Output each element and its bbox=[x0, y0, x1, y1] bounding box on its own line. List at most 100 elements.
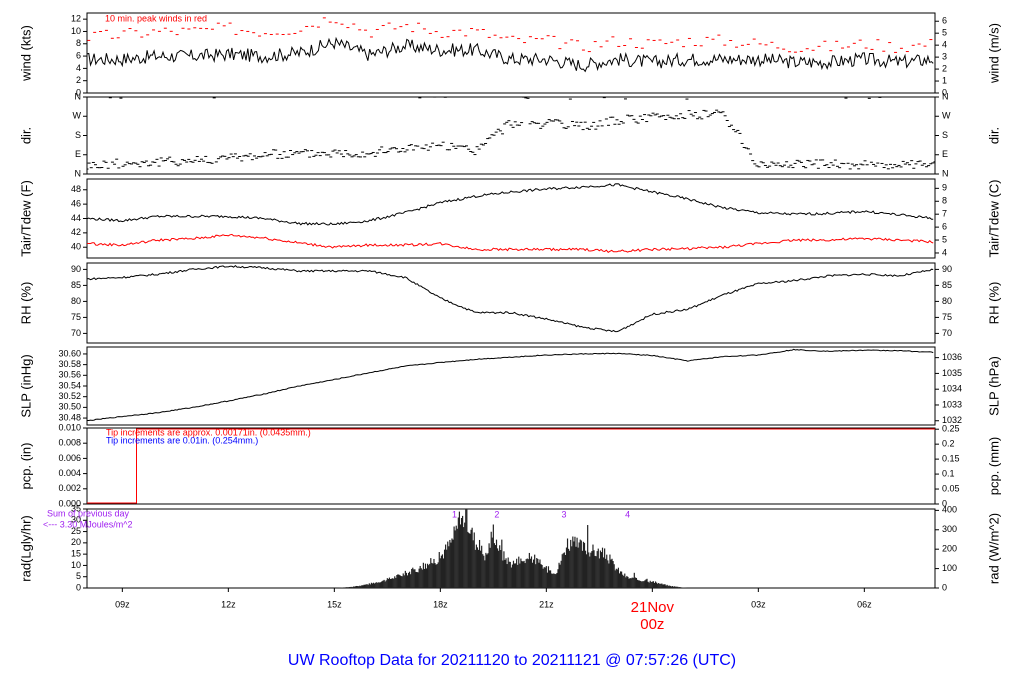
pcp-frame bbox=[86, 427, 936, 505]
temp-right-tick-label: 8 bbox=[942, 196, 947, 206]
temp-left-tick-label: 48 bbox=[71, 184, 81, 194]
temp-right-axis-title: Tair/Tdew (C) bbox=[986, 179, 1001, 257]
wind-left-tick-label: 4 bbox=[76, 63, 81, 73]
temp-right-tick-label: 7 bbox=[942, 209, 947, 219]
rad-right-tick-label: 300 bbox=[942, 524, 957, 534]
slp-left-tick-label: 30.56 bbox=[58, 370, 81, 380]
wind-right-tick-label: 6 bbox=[942, 16, 947, 26]
x-tick-label: 03z bbox=[751, 599, 766, 609]
dir-right-axis-title: dir. bbox=[986, 127, 1001, 144]
dir-left-tick-label: E bbox=[75, 149, 81, 159]
pcp-left-axis-title: pcp. (in) bbox=[18, 443, 33, 490]
tdew-series-line bbox=[87, 233, 934, 253]
rh-frame bbox=[86, 262, 936, 344]
slp-left-tick-label: 30.54 bbox=[58, 380, 81, 390]
slp-plot-area bbox=[87, 348, 934, 421]
rh-left-tick-label: 75 bbox=[71, 312, 81, 322]
temp-right-tick-label: 5 bbox=[942, 234, 947, 244]
rh-left-tick-label: 85 bbox=[71, 280, 81, 290]
wind-right-tick-label: 5 bbox=[942, 28, 947, 38]
wind-left-axis-title: wind (kts) bbox=[18, 25, 33, 82]
x-date-label: 21Nov bbox=[631, 599, 675, 616]
rad-left-tick-label: 15 bbox=[71, 549, 81, 559]
pcp-plot-area bbox=[87, 428, 935, 504]
rh-right-tick-label: 75 bbox=[942, 312, 952, 322]
dir-right-tick-label: E bbox=[942, 149, 948, 159]
rh-right-axis-title: RH (%) bbox=[986, 282, 1001, 325]
rad-right-tick-label: 200 bbox=[942, 544, 957, 554]
rh-right-tick-label: 85 bbox=[942, 280, 952, 290]
wind-annotation: 10 min. peak winds in red bbox=[105, 13, 207, 23]
wind-right-tick-label: 0 bbox=[942, 87, 947, 97]
pcp-left-tick-label: 0.006 bbox=[58, 453, 81, 463]
rad-sum-value: <--- 3.30 MJoules/m^2 bbox=[43, 519, 133, 529]
wind-right-tick-label: 1 bbox=[942, 75, 947, 85]
tair-series-line bbox=[87, 183, 934, 226]
temp-left-tick-label: 42 bbox=[71, 227, 81, 237]
wind-right-tick-label: 4 bbox=[942, 40, 947, 50]
rh-right-tick-label: 90 bbox=[942, 264, 952, 274]
rad-right-tick-label: 0 bbox=[942, 582, 947, 592]
dir-right-tick-label: N bbox=[942, 168, 949, 178]
temp-left-tick-label: 40 bbox=[71, 242, 81, 252]
pcp-right-tick-label: 0.15 bbox=[942, 453, 960, 463]
pcp-left-tick-label: 0.002 bbox=[58, 483, 81, 493]
x-tick-label: 15z bbox=[327, 599, 342, 609]
rad-marker-2: 2 bbox=[494, 509, 499, 519]
x-tick-label: 12z bbox=[221, 599, 236, 609]
panel-pcp: 0.000 0.002 0.004 0.006 0.008 0.010 0 0.05 0.1 0.… bbox=[18, 422, 1001, 508]
wind-left-tick-label: 10 bbox=[71, 26, 81, 36]
x-date-sublabel: 00z bbox=[640, 616, 664, 633]
temp-right-tick-label: 6 bbox=[942, 221, 947, 231]
panel-temp: 40 42 44 46 48 4 5 6 7 8 9 Tair/Tdew (F) Tair/Tdew (… bbox=[18, 178, 1001, 259]
dir-right-tick-label: W bbox=[942, 111, 951, 121]
slp-left-tick-label: 30.60 bbox=[58, 348, 81, 358]
dir-left-tick-label: N bbox=[75, 168, 82, 178]
rh-plot-area bbox=[87, 264, 934, 333]
x-tick-label: 06z bbox=[857, 599, 872, 609]
rad-marker-1: 1 bbox=[452, 509, 457, 519]
rad-left-axis-title: rad(Lgly/hr) bbox=[18, 515, 33, 581]
rad-left-tick-label: 10 bbox=[71, 560, 81, 570]
wind-right-axis-title: wind (m/s) bbox=[986, 23, 1001, 84]
wind-left-tick-label: 2 bbox=[76, 75, 81, 85]
slp-left-tick-label: 30.58 bbox=[58, 359, 81, 369]
pcp-right-axis-title: pcp. (mm) bbox=[986, 437, 1001, 496]
rh-left-axis-title: RH (%) bbox=[18, 282, 33, 325]
temp-left-axis-title: Tair/Tdew (F) bbox=[18, 180, 33, 257]
dir-left-tick-label: W bbox=[73, 111, 82, 121]
slp-right-tick-label: 1036 bbox=[942, 352, 962, 362]
rad-plot-area bbox=[334, 509, 688, 588]
pcp-right-tick-label: 0.2 bbox=[942, 439, 955, 449]
slp-right-tick-label: 1033 bbox=[942, 399, 962, 409]
pcp-left-tick-label: 0.010 bbox=[58, 422, 81, 432]
rad-left-tick-label: 5 bbox=[76, 571, 81, 581]
slp-left-tick-label: 30.50 bbox=[58, 402, 81, 412]
dir-right-tick-label: S bbox=[942, 130, 948, 140]
pcp-left-tick-label: 0.004 bbox=[58, 468, 81, 478]
pcp-left-tick-label: 0.008 bbox=[58, 438, 81, 448]
temp-left-tick-label: 44 bbox=[71, 213, 81, 223]
rh-right-tick-label: 70 bbox=[942, 328, 952, 338]
wind-frame bbox=[86, 12, 936, 94]
pcp-series-line bbox=[87, 428, 935, 504]
wind-series-line bbox=[87, 36, 934, 73]
slp-left-tick-label: 30.48 bbox=[58, 412, 81, 422]
dir-right-tick-label: N bbox=[942, 91, 949, 101]
dir-left-tick-label: N bbox=[75, 91, 82, 101]
slp-right-axis-title: SLP (hPa) bbox=[986, 356, 1001, 416]
panel-rh: 70 75 80 85 90 70 75 80 85 90 RH (%) RH (%) bbox=[18, 262, 1001, 344]
rh-left-tick-label: 70 bbox=[71, 328, 81, 338]
wind-plot-area bbox=[87, 17, 934, 73]
rad-right-tick-label: 100 bbox=[942, 563, 957, 573]
dir-frame bbox=[86, 96, 936, 175]
slp-left-tick-label: 30.52 bbox=[58, 391, 81, 401]
wind-left-tick-label: 0 bbox=[76, 87, 81, 97]
dir-left-tick-label: S bbox=[75, 130, 81, 140]
pcp-right-tick-label: 0.25 bbox=[942, 424, 960, 434]
rad-sum-label: Sum of previous day bbox=[47, 508, 130, 518]
